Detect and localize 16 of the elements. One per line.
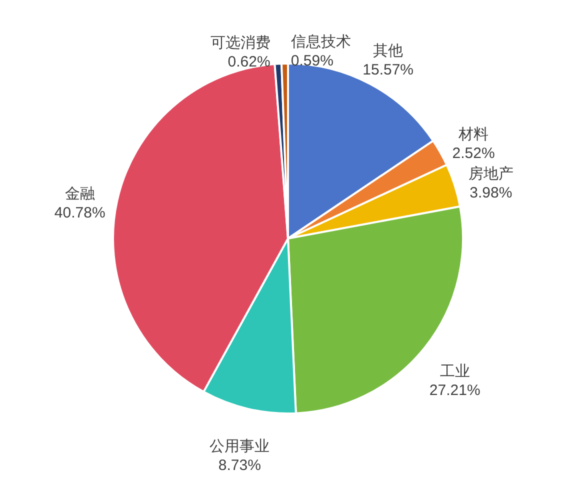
slice-label: 工业 bbox=[440, 362, 470, 380]
data-label: 15.57% bbox=[362, 61, 414, 78]
slice-label: 可选消费 bbox=[210, 34, 270, 52]
slice-label: 其他 bbox=[373, 42, 404, 60]
data-label: 8.73% bbox=[218, 456, 261, 474]
slice-label: 金融 bbox=[64, 185, 95, 202]
slice-label: 房地产 bbox=[468, 166, 514, 183]
slice-label: 公用事业 bbox=[210, 438, 270, 455]
data-label: 0.59% bbox=[290, 52, 334, 70]
data-label: 2.52% bbox=[452, 144, 495, 162]
data-label: 3.98% bbox=[470, 184, 512, 202]
data-label: 0.62% bbox=[228, 53, 270, 70]
slice-label: 材料 bbox=[458, 126, 489, 143]
data-label: 40.78% bbox=[54, 204, 106, 222]
slice-label: 信息技术 bbox=[290, 34, 351, 51]
data-label: 27.21% bbox=[429, 382, 480, 399]
